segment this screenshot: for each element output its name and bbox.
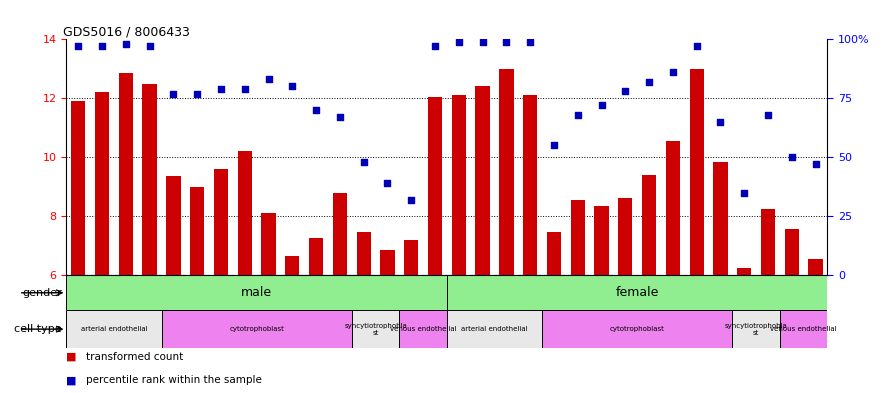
Point [523,39,537,45]
Point [761,112,775,118]
Text: ■: ■ [66,375,77,385]
Text: gender: gender [22,288,62,298]
Bar [666,141,680,275]
Point [499,39,513,45]
Point [166,90,181,97]
Point [713,119,727,125]
Bar [142,83,157,275]
Point [190,90,204,97]
Text: percentile rank within the sample: percentile rank within the sample [86,375,262,385]
Point [214,86,228,92]
Point [142,43,157,50]
Bar [404,240,419,275]
Bar [547,232,561,275]
Bar [809,259,823,275]
Text: GDS5016 / 8006433: GDS5016 / 8006433 [63,25,189,38]
Text: cytotrophoblast: cytotrophoblast [610,326,665,332]
Bar [761,209,775,275]
Bar [214,169,228,275]
Bar [95,92,109,275]
Bar [451,95,466,275]
Point [689,43,704,50]
Point [119,41,133,47]
Text: arterial endothelial: arterial endothelial [461,326,527,332]
Bar [119,73,133,275]
Bar [237,151,252,275]
Bar [381,250,395,275]
Point [285,83,299,90]
Point [451,39,466,45]
Bar [523,95,537,275]
Bar [66,275,447,310]
Text: cytotrophoblast: cytotrophoblast [229,326,284,332]
Bar [428,97,442,275]
Point [785,154,799,160]
Bar [166,176,181,275]
Bar [689,69,704,275]
Text: venous endothelial: venous endothelial [389,326,457,332]
Bar [475,86,489,275]
Text: venous endothelial: venous endothelial [770,326,837,332]
Bar [333,193,347,275]
Point [547,142,561,149]
Bar [447,275,827,310]
Bar [309,238,323,275]
Bar [285,256,299,275]
Text: cell type: cell type [14,324,62,334]
Point [595,102,609,108]
Point [95,43,109,50]
Point [737,189,751,196]
Bar [780,310,827,348]
Bar [713,162,727,275]
Text: syncytiotrophobla
st: syncytiotrophobla st [344,323,407,336]
Bar [542,310,733,348]
Text: transformed count: transformed count [86,352,183,362]
Bar [447,310,543,348]
Point [619,88,633,94]
Text: female: female [615,286,659,299]
Text: ■: ■ [66,352,77,362]
Text: syncytiotrophobla
st: syncytiotrophobla st [725,323,788,336]
Bar [642,175,656,275]
Point [357,159,371,165]
Bar [66,310,161,348]
Bar [571,200,585,275]
Bar [190,187,204,275]
Point [571,112,585,118]
Bar [737,268,751,275]
Point [809,161,823,167]
Bar [399,310,447,348]
Point [261,76,275,83]
Bar [595,206,609,275]
Point [475,39,489,45]
Bar [499,69,513,275]
Bar [261,213,276,275]
Bar [352,310,399,348]
Point [666,69,680,75]
Bar [71,101,85,275]
Point [381,180,395,186]
Bar [357,232,371,275]
Bar [161,310,352,348]
Bar [733,310,780,348]
Point [333,114,347,120]
Point [238,86,252,92]
Point [71,43,85,50]
Bar [618,198,633,275]
Bar [785,230,799,275]
Point [404,196,419,203]
Point [309,107,323,113]
Point [642,79,656,85]
Text: male: male [241,286,273,299]
Point [428,43,442,50]
Text: arterial endothelial: arterial endothelial [81,326,147,332]
